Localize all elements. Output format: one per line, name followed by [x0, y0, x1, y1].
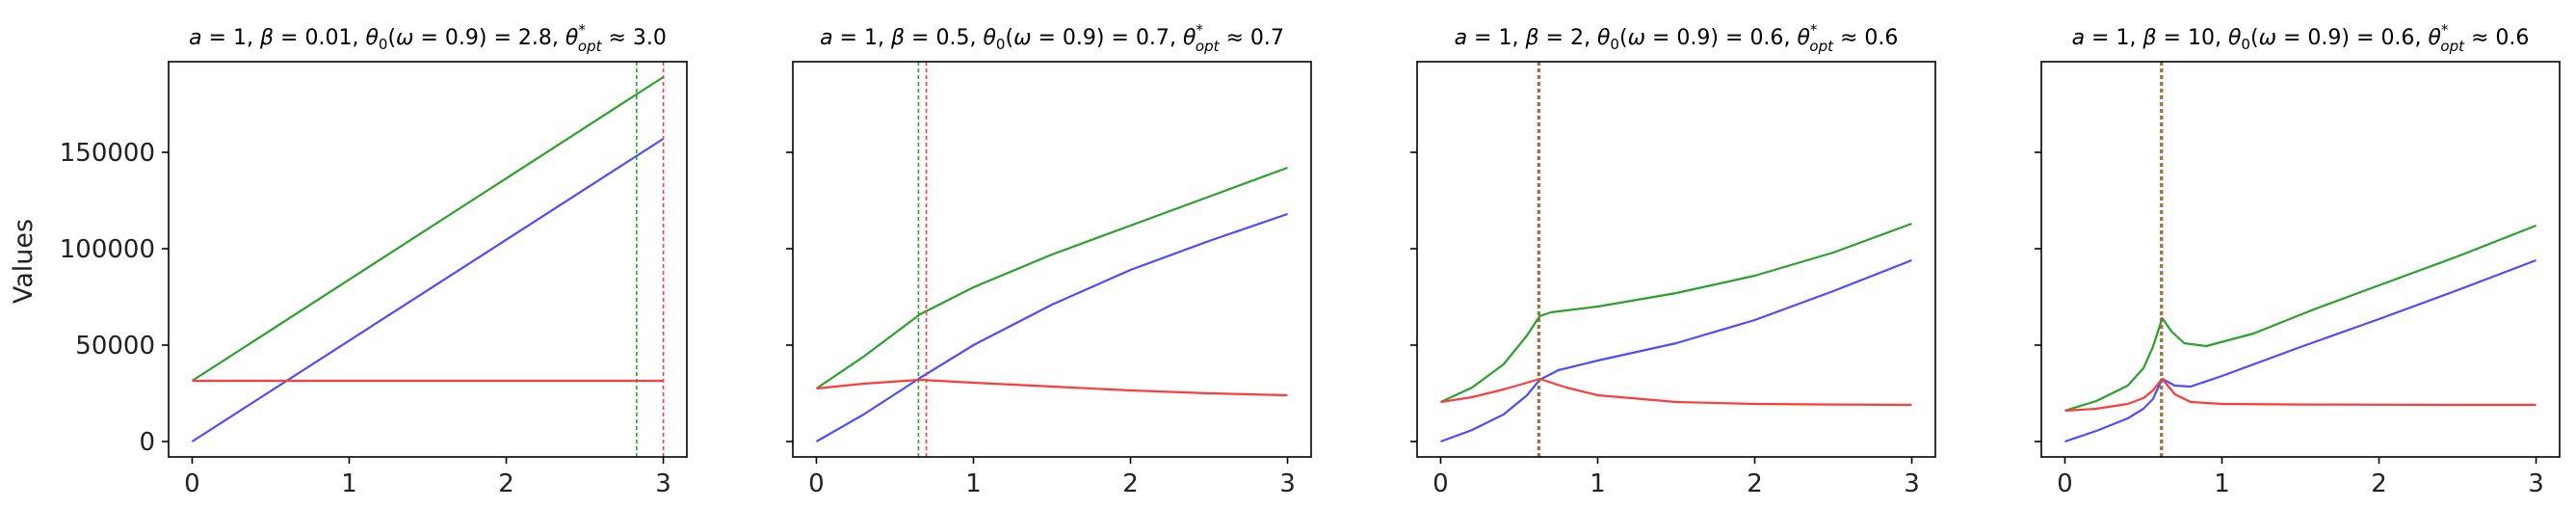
subplot-3-xtick-label-2: 2	[1747, 469, 1763, 498]
subplot-2-xtick-label-2: 2	[1122, 469, 1139, 498]
subplot-2-title: a = 1, β = 0.5, θ0(ω = 0.9) = 0.7, θ* opt…	[820, 21, 1284, 55]
subplot-2-series-line-2	[815, 212, 1288, 442]
subplot-3-axes-frame	[1416, 61, 1936, 458]
subplot-1-ytick-label-2: 100000	[60, 235, 155, 264]
subplot-1-ytick-label-3: 150000	[60, 139, 155, 168]
subplot-4: a = 1, β = 10, θ0(ω = 0.9) = 0.6, θ* opt …	[2035, 21, 2561, 498]
subplot-2-axes-frame	[792, 61, 1312, 458]
subplot-1-title: a = 1, β = 0.01, θ0(ω = 0.9) = 2.8, θ* op…	[189, 21, 667, 55]
subplot-1-axes-frame	[168, 61, 688, 458]
subplot-1-series-line-2	[191, 138, 665, 442]
subplot-1-xtick-label-2: 2	[498, 469, 514, 498]
subplot-2: a = 1, β = 0.5, θ0(ω = 0.9) = 0.7, θ* opt…	[786, 21, 1312, 498]
subplot-2-series-line-1	[815, 166, 1288, 389]
subplot-4-title: a = 1, β = 10, θ0(ω = 0.9) = 0.6, θ* opt …	[2072, 21, 2530, 55]
subplot-2-series-line-3	[816, 378, 1288, 397]
subplot-3-series-line-2	[1440, 258, 1912, 443]
subplot-3: a = 1, β = 2, θ0(ω = 0.9) = 0.6, θ* opt ≈…	[1410, 21, 1936, 498]
subplot-2-xtick-label-1: 1	[965, 469, 982, 498]
subplot-3-title: a = 1, β = 2, θ0(ω = 0.9) = 0.6, θ* opt ≈…	[1455, 21, 1899, 55]
subplot-1-ytick-label-0: 0	[139, 428, 155, 457]
subplot-1-ytick-label-1: 50000	[75, 332, 155, 361]
subplot-1-series-line-1	[191, 76, 665, 382]
subplot-4-xtick-label-3: 3	[2528, 469, 2544, 498]
subplot-3-series-line-1	[1440, 222, 1912, 403]
subplot-1-xtick-label-1: 1	[341, 469, 357, 498]
subplot-4-series-line-3	[2064, 377, 2537, 413]
subplot-2-xtick-label-0: 0	[808, 469, 825, 498]
subplot-4-xtick-label-1: 1	[2214, 469, 2230, 498]
subplot-4-xtick-label-2: 2	[2371, 469, 2387, 498]
subplot-1-xtick-label-3: 3	[655, 469, 671, 498]
subplot-2-xtick-label-3: 3	[1279, 469, 1296, 498]
subplot-4-xtick-label-0: 0	[2057, 469, 2073, 498]
subplot-1: a = 1, β = 0.01, θ0(ω = 0.9) = 2.8, θ* op…	[60, 21, 688, 498]
subplot-4-series-line-1	[2064, 224, 2537, 413]
subplot-3-xtick-label-0: 0	[1433, 469, 1449, 498]
subplot-1-xtick-label-0: 0	[184, 469, 200, 498]
subplot-4-series-line-2	[2064, 258, 2537, 443]
y-axis-label: Values	[9, 219, 39, 304]
subplot-3-xtick-label-3: 3	[1904, 469, 1920, 498]
subplot-3-xtick-label-1: 1	[1590, 469, 1606, 498]
subplot-3-series-line-3	[1440, 377, 1912, 407]
subplot-4-axes-frame	[2040, 61, 2561, 458]
